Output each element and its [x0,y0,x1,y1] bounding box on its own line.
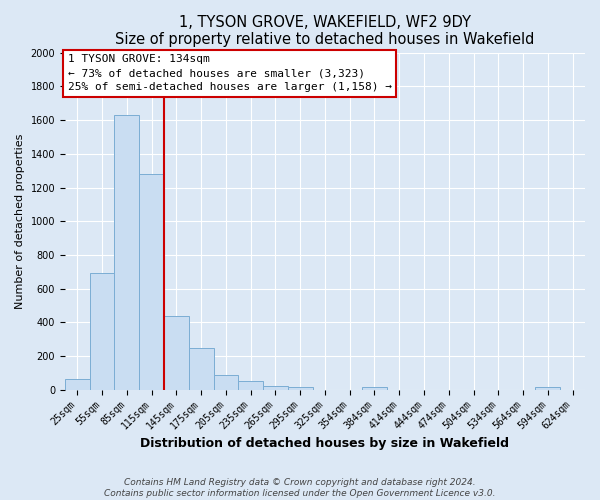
Bar [89,274,115,390]
Bar [238,382,263,390]
Bar [139,174,164,390]
Bar [263,386,288,390]
Bar [288,386,313,390]
Bar [189,348,214,390]
Bar [362,387,387,390]
Bar [65,379,89,390]
Text: 1 TYSON GROVE: 134sqm
← 73% of detached houses are smaller (3,323)
25% of semi-d: 1 TYSON GROVE: 134sqm ← 73% of detached … [68,54,392,92]
Bar [214,375,238,390]
X-axis label: Distribution of detached houses by size in Wakefield: Distribution of detached houses by size … [140,437,509,450]
Bar [164,316,189,390]
Text: Contains HM Land Registry data © Crown copyright and database right 2024.
Contai: Contains HM Land Registry data © Crown c… [104,478,496,498]
Bar [115,115,139,390]
Title: 1, TYSON GROVE, WAKEFIELD, WF2 9DY
Size of property relative to detached houses : 1, TYSON GROVE, WAKEFIELD, WF2 9DY Size … [115,15,535,48]
Bar [535,387,560,390]
Y-axis label: Number of detached properties: Number of detached properties [15,134,25,309]
